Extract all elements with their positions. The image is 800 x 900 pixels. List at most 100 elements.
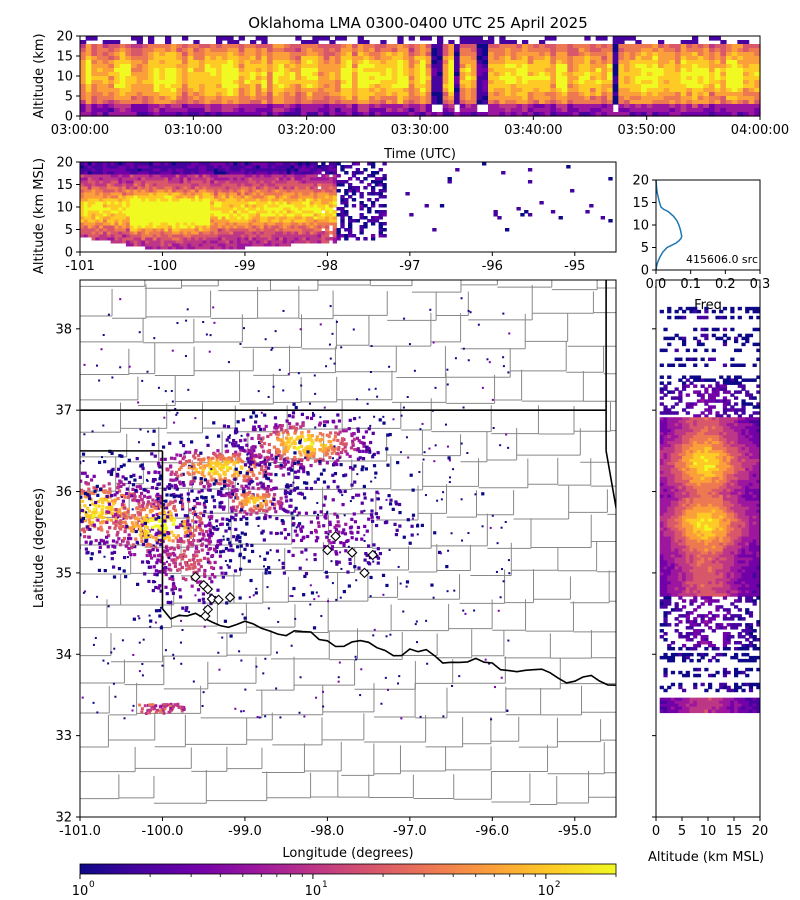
lon-height-cell — [256, 168, 261, 172]
time-height-cell — [91, 88, 98, 93]
lon-height-cell — [171, 240, 177, 244]
lon-height-cell — [152, 198, 158, 202]
time-height-cell — [618, 100, 625, 105]
time-height-cell — [255, 104, 262, 109]
time-height-cell — [148, 56, 155, 61]
lon-height-cell — [359, 231, 364, 235]
time-height-cell — [380, 48, 387, 53]
lon-height-cell — [106, 162, 112, 166]
time-height-cell — [414, 68, 421, 73]
time-height-cell — [329, 88, 336, 93]
time-height-cell — [85, 44, 92, 49]
time-height-cell — [680, 64, 687, 69]
lon-height-cell — [152, 189, 158, 193]
time-height-cell — [238, 104, 245, 109]
plan-view-cell — [72, 519, 75, 522]
time-height-cell — [595, 88, 602, 93]
time-height-cell — [731, 88, 738, 93]
time-height-cell — [448, 76, 455, 81]
time-height-cell — [499, 72, 506, 77]
lon-height-cell — [302, 186, 307, 190]
lon-height-cell — [122, 234, 127, 238]
lon-height-cell — [332, 174, 338, 178]
time-height-cell — [618, 84, 625, 89]
time-height-cell — [516, 52, 523, 57]
lon-height-cell — [313, 165, 318, 169]
lon-height-cell — [378, 177, 383, 181]
lon-height-cell — [80, 162, 85, 166]
time-height-cell — [675, 68, 682, 73]
time-height-cell — [221, 100, 228, 105]
lon-height-cell — [187, 237, 192, 241]
time-height-cell — [556, 44, 563, 49]
time-height-cell — [533, 96, 540, 101]
time-height-cell — [346, 100, 353, 105]
time-height-cell — [493, 88, 500, 93]
lon-height-cell — [305, 165, 311, 169]
lon-height-cell — [164, 216, 169, 220]
lon-height-cell — [179, 192, 184, 196]
lon-height-cell — [233, 204, 238, 208]
time-height-cell — [165, 52, 172, 57]
lon-height-cell — [328, 201, 334, 205]
time-height-cell — [527, 44, 534, 49]
time-height-cell — [284, 104, 291, 109]
time-height-cell — [369, 108, 376, 113]
time-height-cell — [176, 44, 183, 49]
time-height-cell — [386, 80, 393, 85]
lon-height-cell — [179, 216, 184, 220]
lon-height-cell — [160, 189, 165, 193]
time-height-cell — [131, 100, 138, 105]
time-height-cell — [442, 108, 449, 113]
time-height-cell — [612, 96, 619, 101]
time-height-cell — [136, 60, 143, 65]
plan-view-cell — [101, 511, 105, 515]
time-height-cell — [476, 40, 483, 45]
lon-height-cell — [164, 168, 169, 172]
lon-height-cell — [137, 165, 142, 169]
time-height-cell — [397, 48, 404, 53]
time-height-cell — [544, 112, 551, 117]
time-height-cell — [505, 52, 512, 57]
lon-height-cell — [340, 222, 345, 226]
lon-height-cell — [236, 165, 242, 169]
lon-height-cell — [244, 234, 249, 238]
lon-height-cell — [148, 168, 154, 172]
lon-height-cell — [164, 246, 169, 250]
lon-height-cell — [382, 177, 387, 181]
lon-height-cell — [175, 198, 181, 202]
lon-height-cell — [194, 198, 200, 202]
lon-height-cell — [168, 216, 173, 220]
time-height-cell — [329, 76, 336, 81]
lon-height-cell — [282, 204, 288, 208]
lon-height-cell — [141, 195, 146, 199]
time-height-cell — [448, 108, 455, 113]
time-height-cell — [408, 80, 415, 85]
time-height-cell — [697, 68, 704, 73]
lon-height-cell — [179, 162, 184, 166]
time-height-cell — [414, 56, 421, 61]
time-height-cell — [312, 60, 319, 65]
lon-height-cell — [290, 204, 295, 208]
lon-height-cell — [202, 162, 207, 166]
lon-height-cell — [118, 222, 123, 226]
lon-height-cell — [133, 216, 138, 220]
lon-height-cell — [202, 168, 207, 172]
time-height-cell — [437, 48, 444, 53]
time-height-cell — [335, 112, 342, 117]
lon-height-cell — [286, 192, 292, 196]
lon-height-cell — [110, 207, 115, 211]
lon-height-cell — [217, 219, 223, 223]
lon-height-cell — [125, 216, 131, 220]
lon-height-cell — [210, 189, 215, 193]
lon-height-cell — [282, 225, 288, 229]
lon-height-cell — [286, 210, 292, 214]
lon-height-cell — [210, 183, 215, 187]
lon-height-cell — [198, 240, 204, 244]
lon-height-cell — [233, 171, 238, 175]
lon-height-cell — [217, 225, 223, 229]
time-height-cell — [250, 72, 257, 77]
time-height-cell — [431, 60, 438, 65]
lon-height-cell — [236, 174, 242, 178]
time-height-cell — [692, 76, 699, 81]
